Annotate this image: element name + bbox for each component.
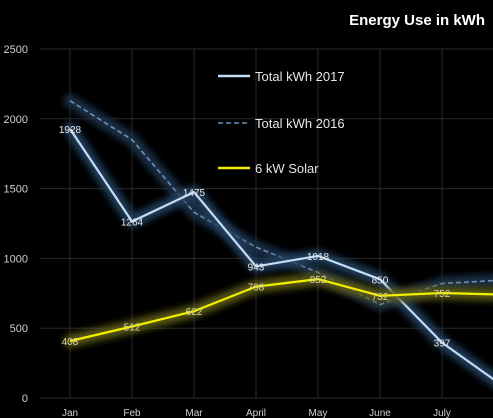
y-tick-label: 1000 [4,253,28,265]
data-label: 732 [372,292,389,303]
data-label: 1018 [307,252,330,263]
x-tick-label: Jan [62,408,78,418]
data-label: 1928 [59,125,82,136]
series-line [69,128,493,381]
y-tick-label: 2000 [4,114,28,126]
y-tick-label: 0 [22,393,28,405]
data-label: 622 [186,307,203,318]
x-tick-label: April [246,408,266,418]
y-axis: 0 500 1000 1500 2000 2500 [4,44,28,405]
y-tick-label: 500 [10,323,28,335]
data-label: 408 [62,337,79,348]
legend: Total kWh 2017 Total kWh 2016 6 kW Solar [218,69,345,176]
legend-entry: Total kWh 2017 [255,69,345,84]
data-label: 512 [124,323,141,334]
data-label: 850 [372,275,389,286]
data-label: 397 [434,339,451,350]
data-label: 1264 [121,218,144,229]
chart-title: Energy Use in kWh [349,12,485,29]
data-label: 943 [248,262,265,273]
data-label: 852 [310,275,327,286]
x-axis: Jan Feb Mar April May June July [62,408,451,418]
x-tick-label: Mar [185,408,203,418]
data-label: 798 [248,283,265,294]
series-layer [63,94,493,387]
x-tick-label: July [433,408,451,418]
x-tick-label: Feb [123,408,141,418]
data-label: 752 [434,289,451,300]
x-tick-label: June [369,408,391,418]
legend-entry: 6 kW Solar [255,161,319,176]
y-tick-label: 1500 [4,184,28,196]
data-label: 1475 [183,188,206,199]
data-labels: 1928 1264 1475 943 1018 850 397 408 512 622 798 852… [59,125,451,350]
x-tick-label: May [309,408,328,418]
y-tick-label: 2500 [4,44,28,56]
legend-entry: Total kWh 2016 [255,116,345,131]
series-line [69,278,493,343]
